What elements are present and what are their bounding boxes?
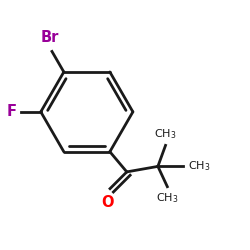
Text: Br: Br xyxy=(40,30,58,45)
Text: CH$_3$: CH$_3$ xyxy=(188,160,210,173)
Text: CH$_3$: CH$_3$ xyxy=(154,127,177,141)
Text: O: O xyxy=(101,195,114,210)
Text: CH$_3$: CH$_3$ xyxy=(156,192,178,205)
Text: F: F xyxy=(6,104,16,119)
